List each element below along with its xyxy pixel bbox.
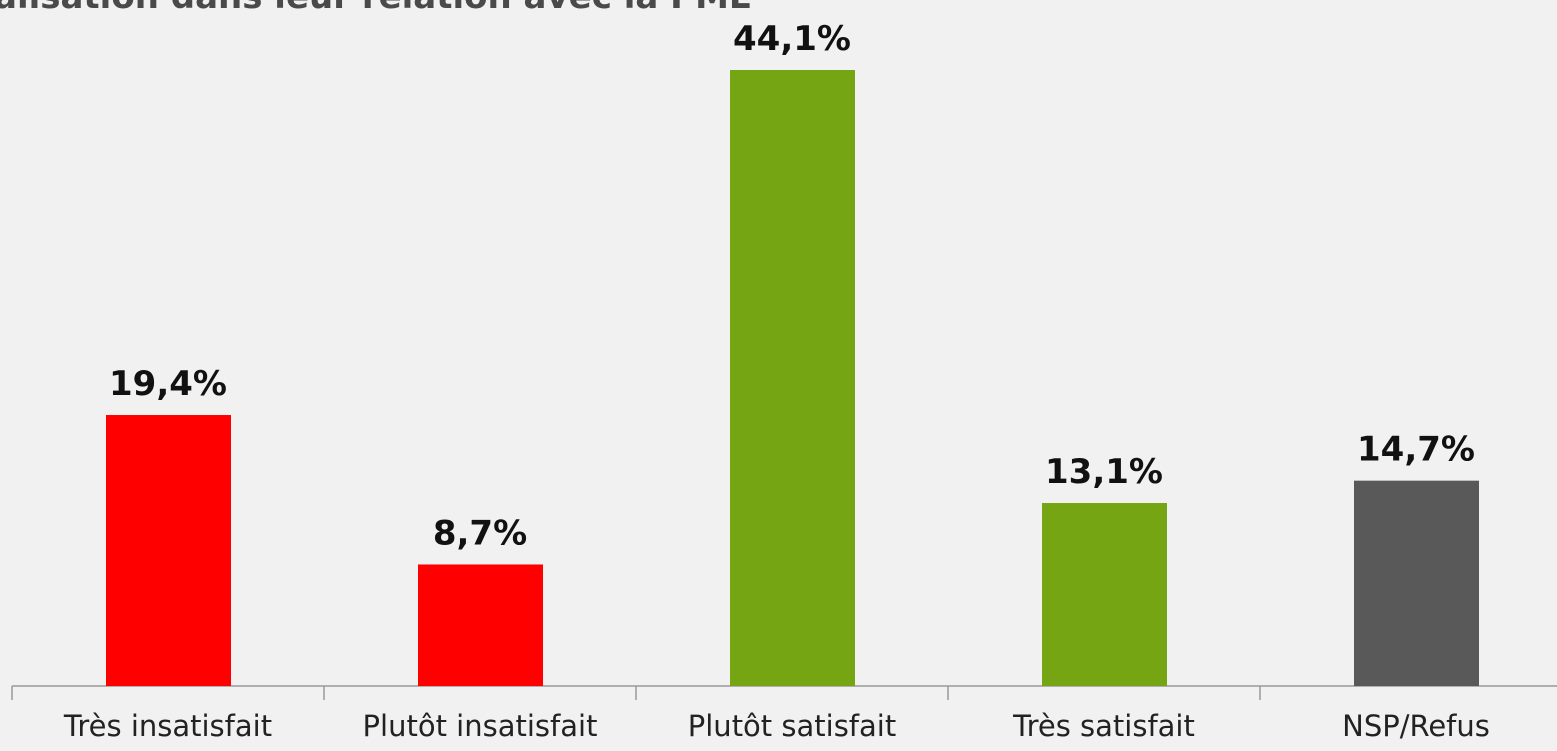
bar — [1354, 480, 1479, 686]
bar — [730, 70, 855, 686]
x-tick-label: Plutôt satisfait — [688, 709, 896, 743]
bar — [1042, 503, 1167, 686]
value-label: 14,7% — [1357, 430, 1475, 470]
x-tick-label: Plutôt insatisfait — [363, 709, 598, 743]
value-label: 44,1% — [733, 19, 851, 59]
bar — [106, 415, 231, 686]
bar — [418, 564, 543, 686]
x-tick-label: NSP/Refus — [1342, 709, 1490, 743]
value-label: 19,4% — [109, 364, 227, 404]
value-label: 13,1% — [1045, 452, 1163, 492]
x-tick-label: Très insatisfait — [63, 709, 272, 743]
value-label: 8,7% — [433, 513, 527, 553]
chart-title: alisation dans leur relation avec la PME — [0, 0, 752, 17]
x-tick-label: Très satisfait — [1012, 709, 1195, 743]
